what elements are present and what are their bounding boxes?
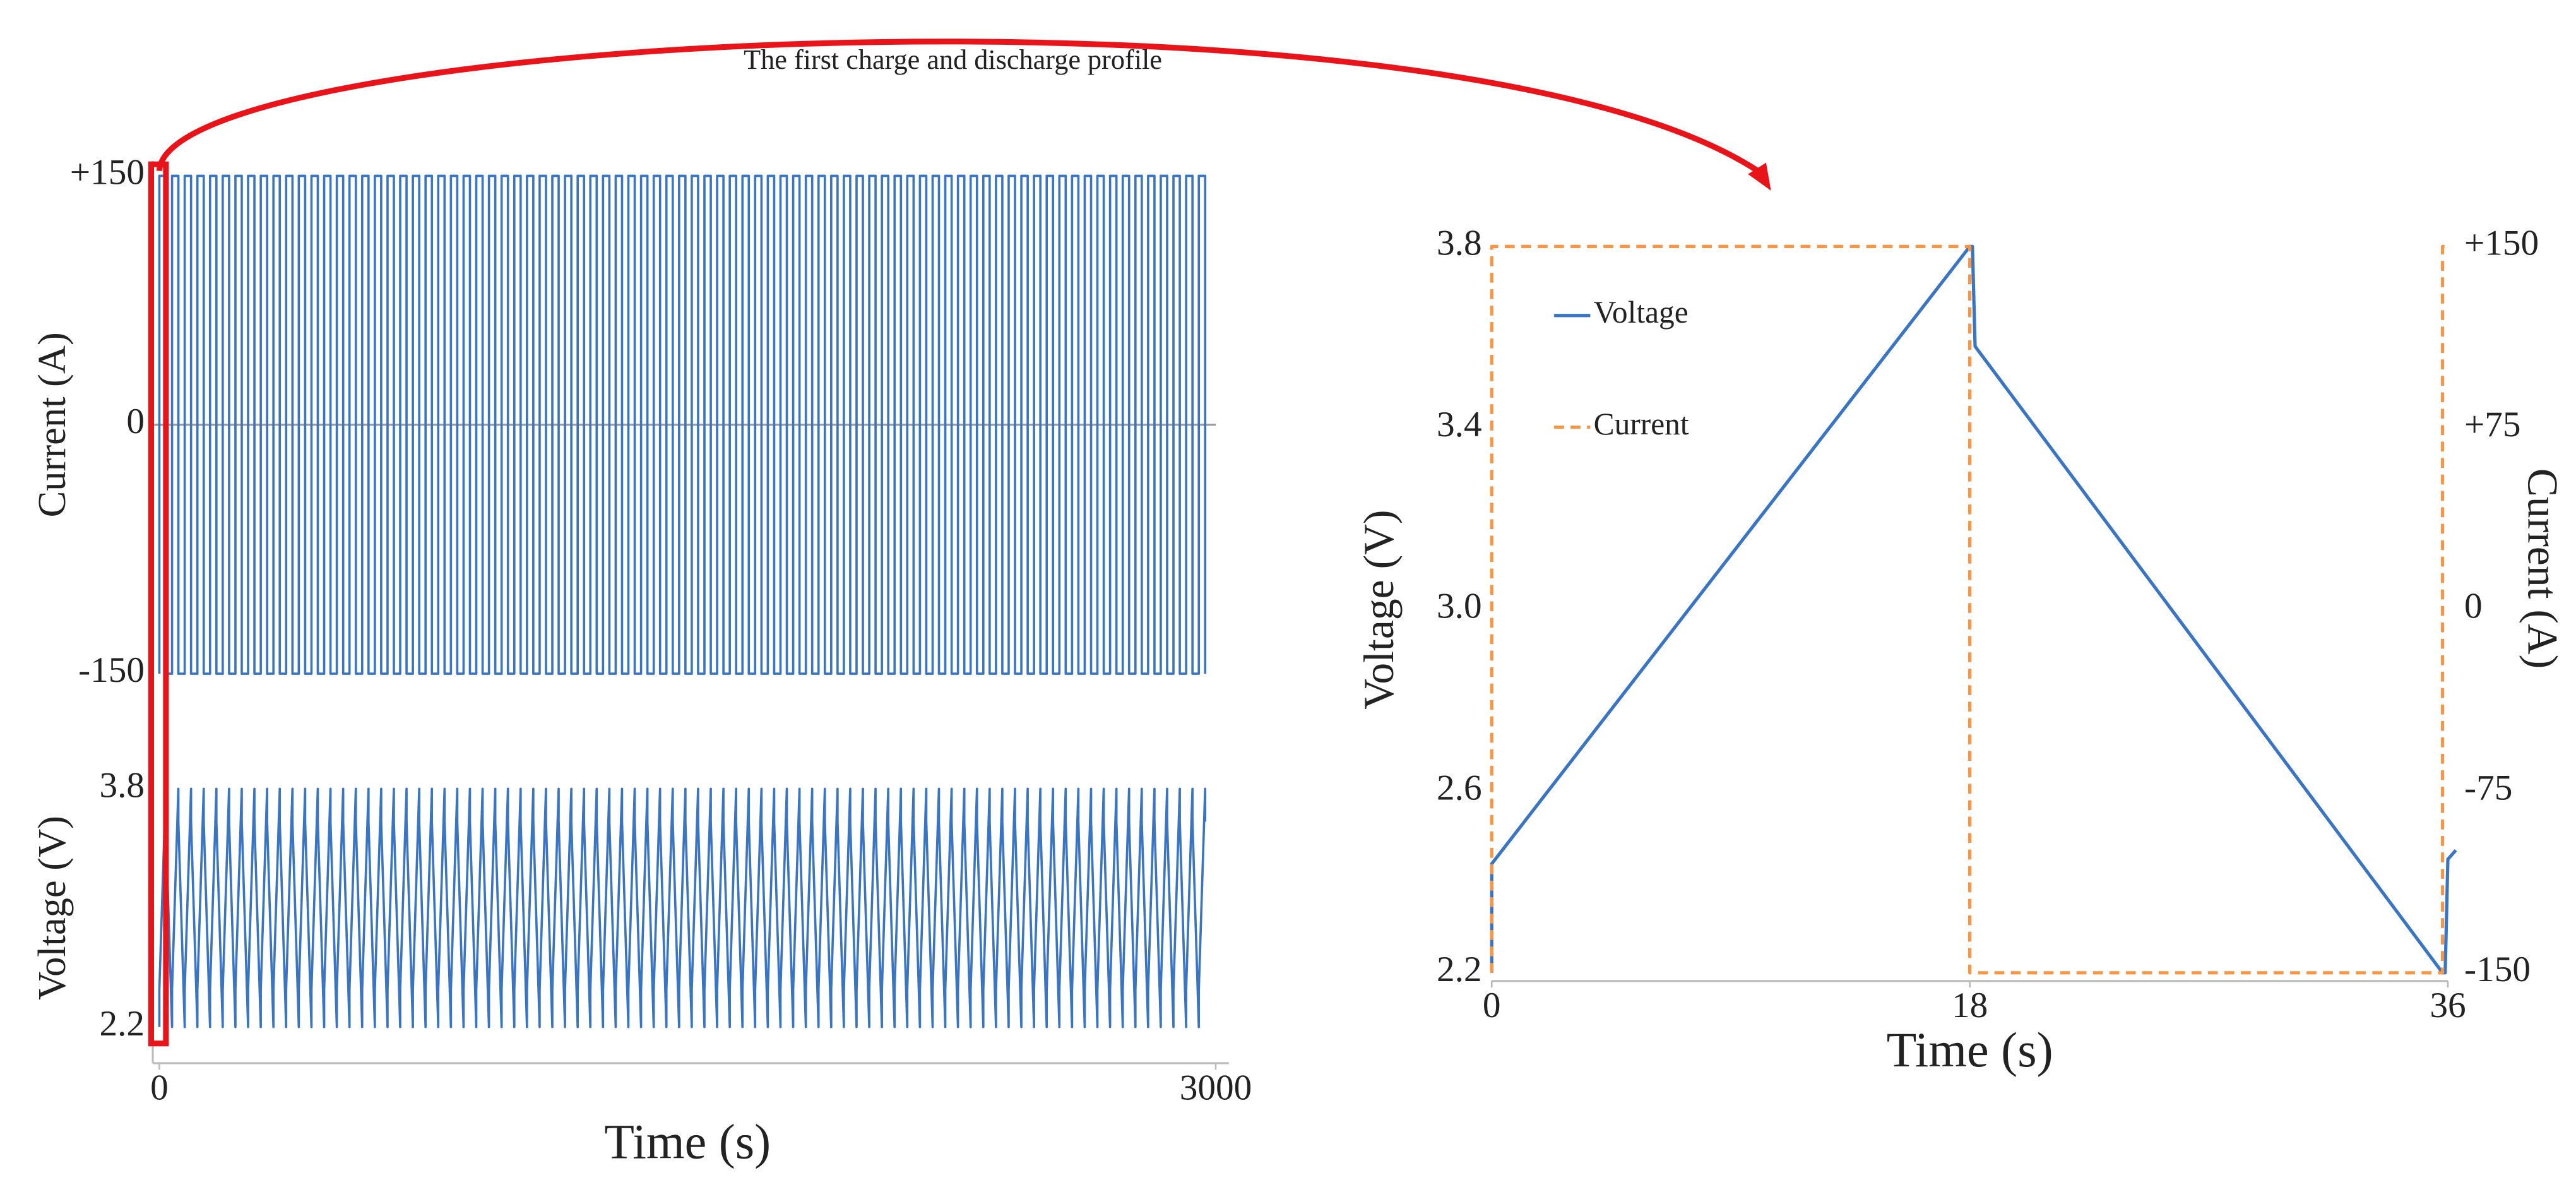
line-series: [1490, 244, 2457, 975]
legend-label: Current: [1594, 407, 1689, 441]
y-tick-label: +150: [70, 153, 145, 193]
y2-tick-label: +150: [2464, 224, 2539, 263]
y-axis-label: Voltage (V): [30, 816, 74, 1000]
y-tick-label: 2.2: [1437, 950, 1482, 989]
y-tick-label: 2.6: [1437, 768, 1482, 808]
x-axis-label: Time (s): [1887, 1022, 2053, 1077]
x-tick-label: 36: [2430, 986, 2466, 1025]
arrow: [156, 39, 1760, 174]
y-axis-label: Voltage (V): [1355, 510, 1403, 709]
y2-tick-label: -75: [2464, 768, 2512, 808]
x-tick-label: 18: [1952, 986, 1988, 1025]
y2-tick-label: -150: [2464, 950, 2531, 989]
x-tick-label: 0: [150, 1068, 169, 1107]
y-tick-label: -150: [78, 650, 145, 690]
y-tick-label: 3.4: [1437, 405, 1482, 444]
line-series: [158, 787, 1207, 1028]
y2-tick-label: 0: [2464, 587, 2483, 626]
y2-tick-label: +75: [2464, 405, 2521, 444]
y-tick-label: 3.8: [1437, 224, 1482, 263]
y2-axis-label: Current (A): [2519, 468, 2567, 669]
arrow-head: [1748, 162, 1771, 191]
highlight-box: [148, 161, 169, 1047]
y-axis-label: Current (A): [30, 332, 74, 517]
line-series: [1490, 244, 2448, 975]
y-tick-label: 0: [126, 402, 145, 441]
x-tick-label: 3000: [1180, 1068, 1252, 1107]
line-series: [158, 174, 1207, 675]
y-tick-label: 3.8: [99, 765, 145, 805]
annotation: The first charge and discharge profile: [744, 44, 1162, 75]
x-tick-label: 0: [1483, 986, 1501, 1025]
y-tick-label: 2.2: [99, 1004, 145, 1044]
legend-label: Voltage: [1594, 295, 1689, 330]
y-tick-label: 3.0: [1437, 587, 1482, 626]
x-axis-label: Time (s): [604, 1114, 771, 1169]
